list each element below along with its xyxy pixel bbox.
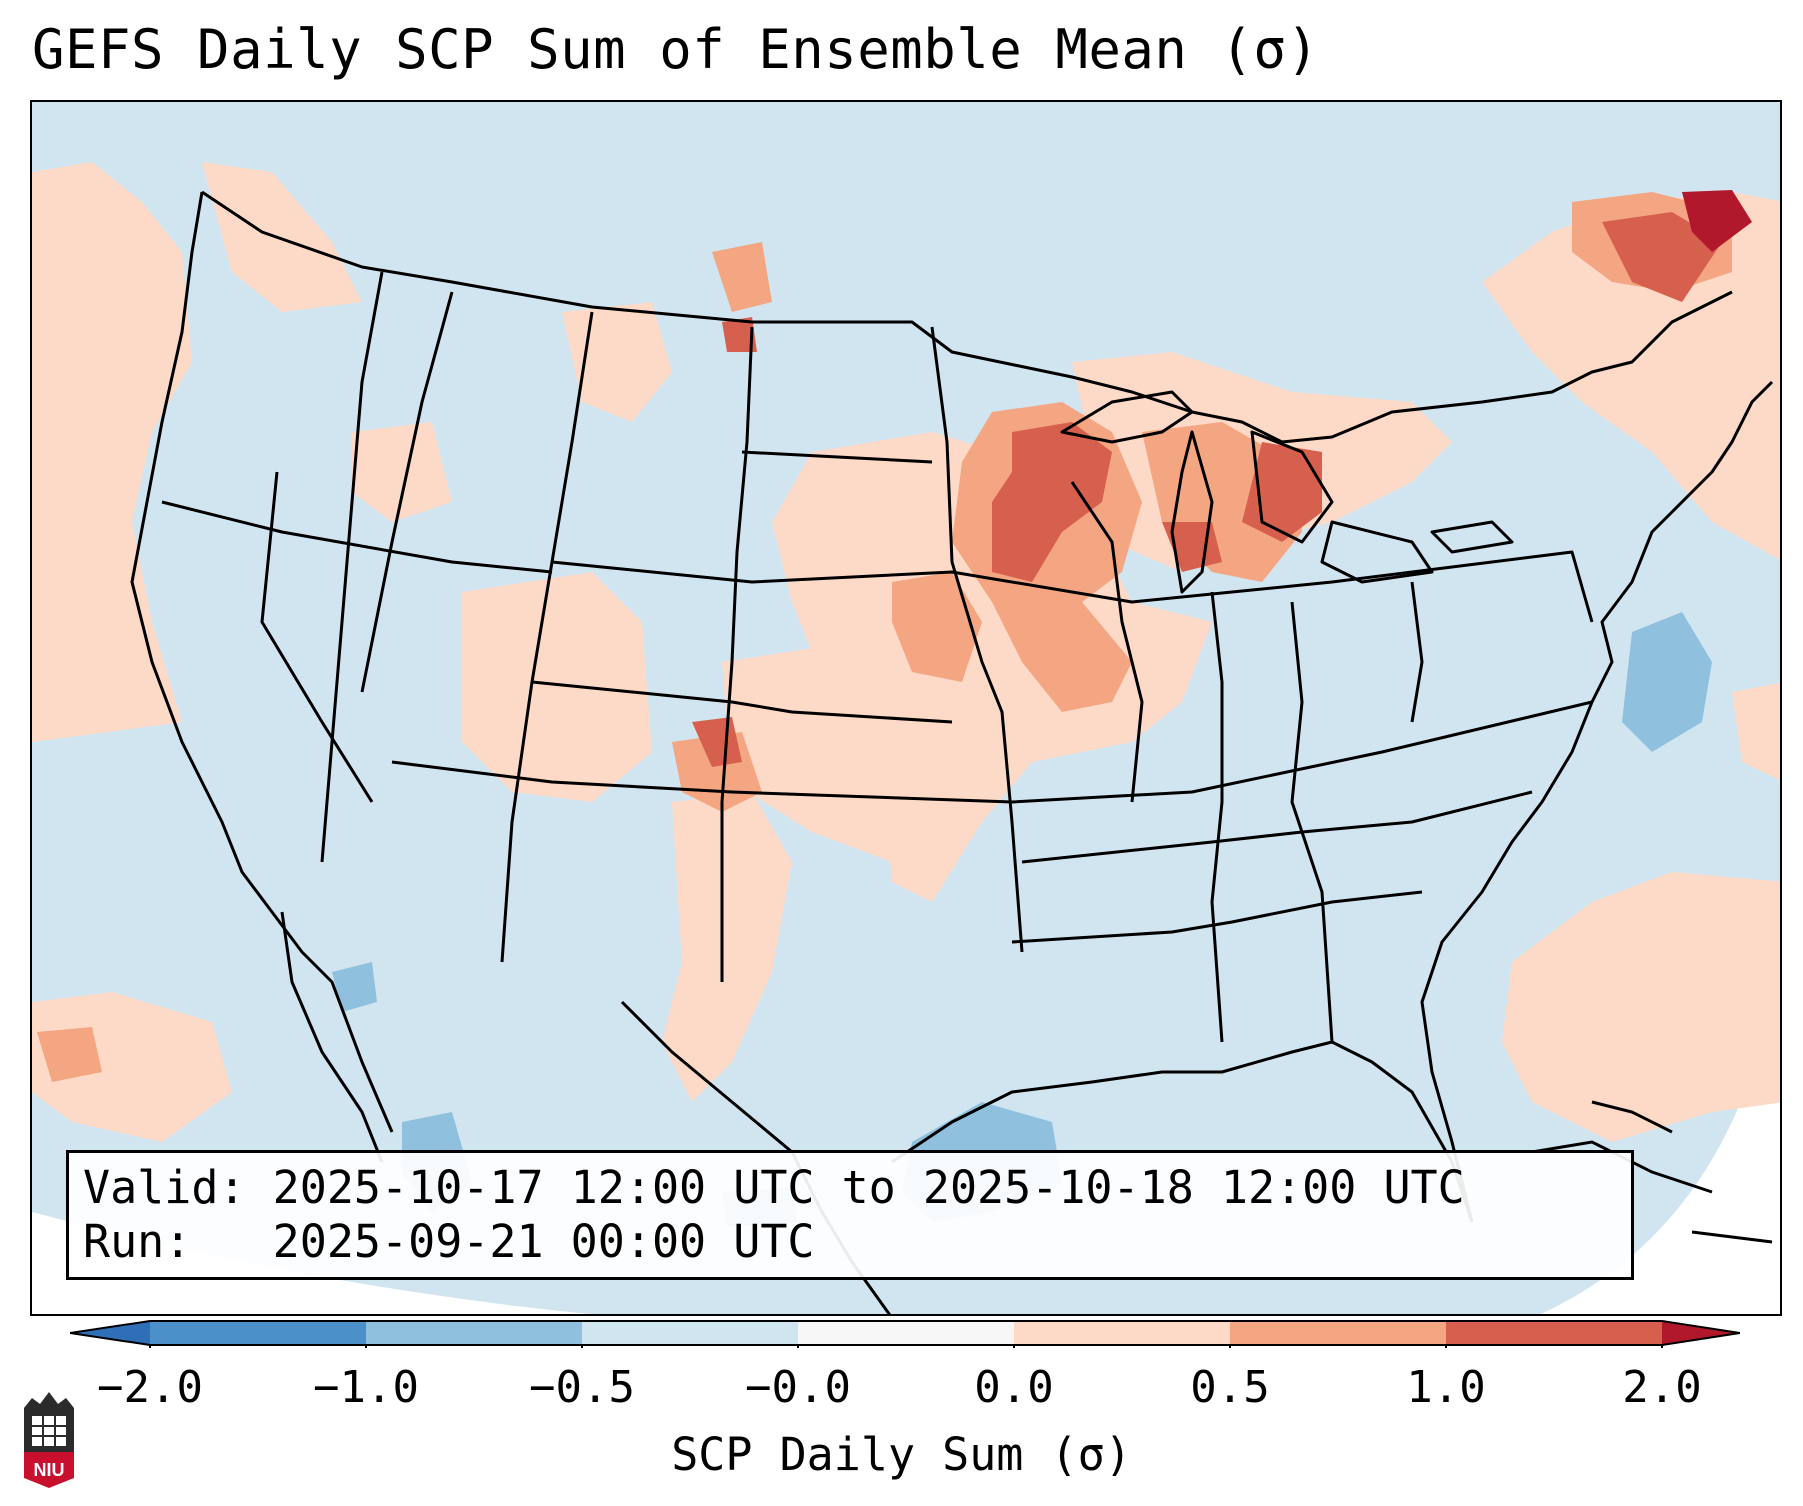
run-value: 2025-09-21 00:00 UTC (272, 1215, 815, 1268)
domain-edge-left (32, 1212, 590, 1314)
colorbar-tick-label: 1.0 (1406, 1362, 1486, 1413)
colorbar-ticks (149, 1345, 1663, 1348)
colorbar-segment-5 (1014, 1321, 1230, 1345)
colorbar-segment-2 (366, 1321, 582, 1345)
domain-edge-right (1540, 953, 1780, 1314)
colorbar (70, 1320, 1740, 1348)
colorbar-tick-label: −2.0 (97, 1362, 203, 1413)
colorbar-tick-label: −0.0 (745, 1362, 851, 1413)
valid-value: 2025-10-17 12:00 UTC to 2025-10-18 12:00… (272, 1161, 1465, 1214)
valid-run-annotation: Valid: 2025-10-17 12:00 UTC to 2025-10-1… (66, 1150, 1634, 1280)
anomaly-1.0-to-2.0 (692, 212, 1722, 767)
map-canvas (32, 102, 1780, 1314)
colorbar-tick-label: 0.0 (974, 1362, 1054, 1413)
run-label: Run: (83, 1215, 192, 1268)
colorbar-tick-label: −1.0 (313, 1362, 419, 1413)
valid-label: Valid: (83, 1161, 246, 1214)
colorbar-segment-6 (1230, 1321, 1446, 1345)
map-panel (30, 100, 1782, 1316)
logo-text: NIU (34, 1460, 65, 1480)
anomaly-over-2.0 (1682, 190, 1752, 252)
colorbar-segment-3 (582, 1321, 798, 1345)
colorbar-label: SCP Daily Sum (σ) (671, 1428, 1132, 1481)
colorbar-segment-1 (150, 1321, 366, 1345)
colorbar-over-arrow (1662, 1321, 1740, 1345)
colorbar-segment-4 (798, 1321, 1014, 1345)
niu-logo: NIU (24, 1392, 74, 1488)
colorbar-tick-label: 0.5 (1190, 1362, 1270, 1413)
chart-title: GEFS Daily SCP Sum of Ensemble Mean (σ) (32, 18, 1320, 81)
colorbar-segment-7 (1446, 1321, 1662, 1345)
colorbar-under-arrow (70, 1321, 150, 1345)
colorbar-tick-label: −0.5 (529, 1362, 635, 1413)
boundaries (130, 190, 1774, 1314)
colorbar-tick-label: 2.0 (1622, 1362, 1702, 1413)
